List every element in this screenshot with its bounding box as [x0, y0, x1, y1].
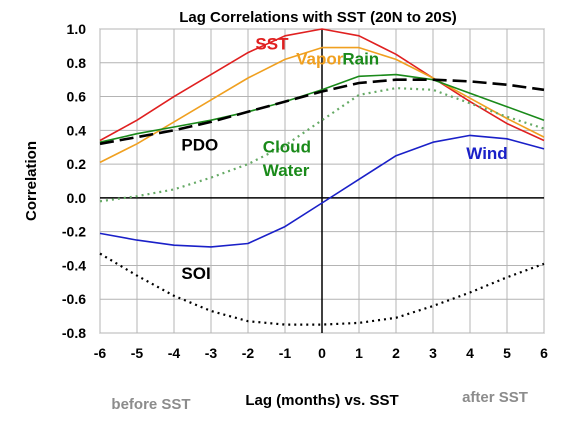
series-label: SST	[255, 34, 289, 53]
y-axis-label: Correlation	[23, 141, 40, 221]
series-label: Rain	[342, 49, 379, 68]
y-tick-label: 0.0	[67, 190, 87, 206]
x-tick-label: -3	[205, 345, 218, 361]
x-tick-label: 1	[355, 345, 363, 361]
axes	[100, 29, 544, 333]
series-label: Wind	[466, 144, 507, 163]
x-tick-label: -6	[94, 345, 107, 361]
x-axis-label: Lag (months) vs. SST	[245, 392, 398, 409]
series-label: Cloud	[263, 137, 311, 156]
series-line-pdo	[99, 78, 545, 146]
x-tick-label: -4	[168, 345, 181, 361]
y-tick-label: -0.2	[62, 224, 86, 240]
series-line-wind	[99, 134, 545, 248]
series-labels: SST Vapor Rain PDO Cloud Water Wind SOI	[181, 34, 507, 283]
series-lines	[99, 28, 545, 326]
series-line-soi	[99, 252, 545, 326]
y-tick-label: 0.8	[67, 55, 87, 71]
y-tick-label: 0.6	[67, 89, 87, 105]
x-tick-label: 5	[503, 345, 511, 361]
tick-labels: -6 -5 -4 -3 -2 -1 0 1 2 3 4 5 6 1.0 0.8 0.6 0.4 0.2 0.0 -0.…	[62, 21, 548, 361]
after-sst-note: after SST	[462, 389, 528, 406]
y-tick-label: 0.4	[67, 122, 87, 138]
chart-title: Lag Correlations with SST (20N to 20S)	[179, 9, 457, 26]
x-tick-label: 3	[429, 345, 437, 361]
x-tick-label: -5	[131, 345, 144, 361]
x-tick-label: -1	[279, 345, 292, 361]
x-tick-label: 6	[540, 345, 548, 361]
x-tick-label: 4	[466, 345, 474, 361]
y-tick-label: -0.8	[62, 325, 86, 341]
before-sst-note: before SST	[111, 396, 190, 413]
y-tick-label: 1.0	[67, 21, 87, 37]
series-label: Water	[263, 161, 310, 180]
series-label: SOI	[181, 264, 210, 283]
x-tick-label: -2	[242, 345, 255, 361]
series-line-rain	[99, 73, 545, 143]
x-tick-label: 0	[318, 345, 326, 361]
y-tick-label: 0.2	[67, 156, 87, 172]
series-line-sst	[99, 28, 545, 142]
series-label: Vapor	[296, 49, 344, 68]
series-label: PDO	[181, 136, 218, 155]
x-tick-label: 2	[392, 345, 400, 361]
y-tick-label: -0.6	[62, 291, 86, 307]
series-line-vapor	[99, 46, 545, 164]
y-tick-label: -0.4	[62, 257, 86, 273]
